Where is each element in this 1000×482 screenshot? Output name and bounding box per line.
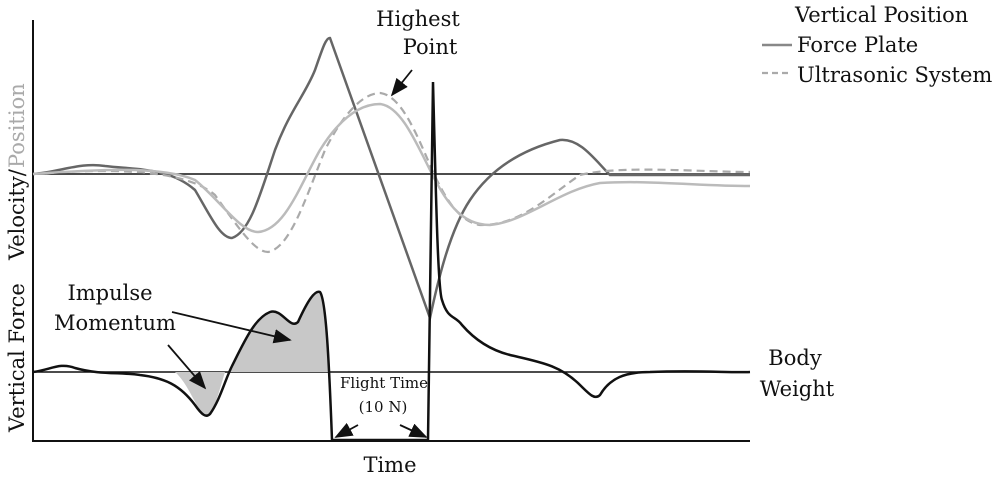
y-axis-label: Position bbox=[5, 83, 29, 168]
x-axis-label: Time bbox=[363, 453, 416, 477]
annotation: Flight Time bbox=[340, 374, 428, 392]
annotation: Highest bbox=[376, 7, 460, 31]
legend-item: Ultrasonic System bbox=[797, 63, 992, 87]
arrows bbox=[167, 69, 428, 438]
momentum-area bbox=[230, 291, 330, 372]
y-axis-label: Velocity/ bbox=[5, 168, 29, 261]
force-plate-curve bbox=[32, 102, 751, 234]
impulse-area bbox=[175, 372, 225, 416]
annotation: Momentum bbox=[54, 311, 176, 335]
y-axis-label: Vertical Force bbox=[5, 283, 29, 433]
annotation: Body bbox=[768, 346, 822, 370]
ultrasonic-curve bbox=[32, 91, 751, 254]
annotation: Impulse bbox=[67, 281, 152, 305]
legend: Vertical Position Force Plate Ultrasonic… bbox=[762, 3, 992, 87]
annotation: (10 N) bbox=[359, 398, 408, 416]
force-curve bbox=[32, 81, 751, 442]
annotation: Point bbox=[403, 35, 458, 59]
annotation: Weight bbox=[760, 377, 835, 401]
legend-title: Vertical Position bbox=[794, 3, 968, 27]
legend-item: Force Plate bbox=[797, 33, 918, 57]
velocity-curve bbox=[32, 36, 750, 323]
